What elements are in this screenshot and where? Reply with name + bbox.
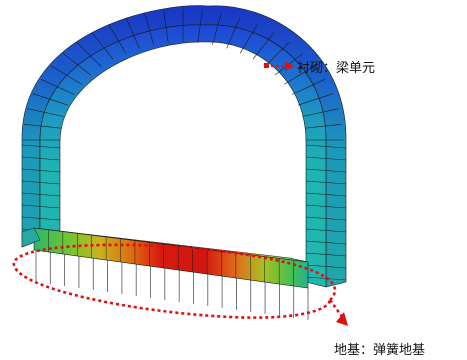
arch-mesh-line <box>239 24 258 54</box>
arch-mesh-line <box>108 24 127 54</box>
arch-mesh-line <box>212 13 222 45</box>
wall-mesh-line <box>305 240 347 245</box>
arch-mesh-line <box>40 79 75 95</box>
arch-mesh-line <box>50 65 82 85</box>
arch-mesh-line <box>252 32 275 60</box>
arch-mesh-line <box>32 93 69 106</box>
wall-mesh-line <box>305 168 347 173</box>
wall-mesh-line <box>305 180 347 185</box>
wall-mesh-line <box>21 180 61 185</box>
arch-mesh-line <box>91 32 114 60</box>
wall-mesh-line <box>305 192 347 197</box>
wall-mesh-line <box>21 168 61 173</box>
arch-mesh-line <box>305 123 343 129</box>
arch-mesh-line <box>297 93 334 106</box>
arch-mesh-line <box>23 123 61 129</box>
arch-mesh-line <box>284 65 316 85</box>
wall-mesh-line <box>305 144 347 149</box>
lining-mesh <box>21 9 347 281</box>
invert-slab-front <box>33 227 309 289</box>
wall-mesh-line <box>305 264 347 269</box>
wall-mesh-line <box>305 216 347 221</box>
arch-mesh-line <box>302 108 339 117</box>
lining-arrow <box>264 61 294 71</box>
lining-label: 衬砌：梁单元 <box>297 61 376 76</box>
arch-mesh-line <box>62 53 92 76</box>
wall-mesh-line <box>21 204 61 209</box>
spring-elements <box>35 250 309 320</box>
arch-mesh-line <box>264 41 290 67</box>
arch-mesh-line <box>76 41 102 67</box>
arch-mesh-line <box>125 17 140 49</box>
arch-mesh-line <box>197 10 203 43</box>
lining-arch-face <box>39 24 327 288</box>
left-wall-cap <box>21 227 41 248</box>
wall-mesh-line <box>21 144 61 149</box>
foundation-ellipse <box>12 243 348 326</box>
wall-mesh-line <box>305 204 347 209</box>
arch-mesh-line <box>163 10 169 43</box>
foundation-label: 地基：弹簧地基 <box>334 343 426 358</box>
arch-mesh-line <box>27 108 64 117</box>
wall-mesh-line <box>305 252 347 257</box>
wall-mesh-line <box>21 216 61 221</box>
arch-mesh-line <box>291 79 326 95</box>
arch-mesh-line <box>144 13 154 45</box>
invert-mesh <box>48 229 294 286</box>
arch-mesh-line <box>226 17 241 49</box>
wall-mesh-line <box>21 156 61 161</box>
wall-mesh-line <box>21 192 61 197</box>
wall-mesh-line <box>305 156 347 161</box>
wall-mesh-line <box>305 228 347 233</box>
